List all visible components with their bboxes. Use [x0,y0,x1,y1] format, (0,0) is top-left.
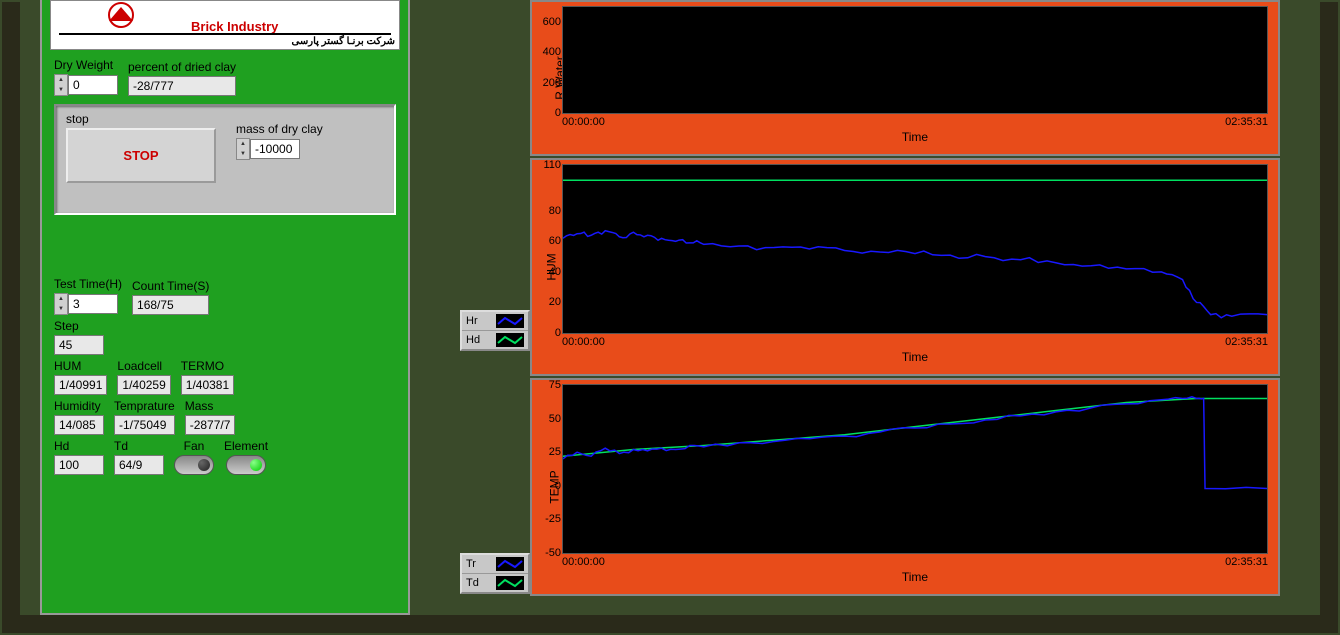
percent-dried-value: -28/777 [128,76,236,96]
element-toggle[interactable] [226,455,266,475]
hum-value: 1/40991 [54,375,107,395]
temp-plot[interactable]: -50-250255075 [562,384,1268,554]
hum-chart: HUM 020406080110 00:00:00 02:35:31 Time [530,158,1280,376]
termo-value: 1/40381 [181,375,234,395]
dry-weight-label: Dry Weight [54,58,118,72]
test-time-label: Test Time(H) [54,277,122,291]
fan-label: Fan [184,439,205,453]
rwater-xend: 02:35:31 [1225,116,1268,128]
humidity-value: 14/085 [54,415,104,435]
hum-plot[interactable]: 020406080110 [562,164,1268,334]
hd-value: 100 [54,455,104,475]
count-time-value: 168/75 [132,295,209,315]
control-panel: Brick Industry شركت برنـا گستر پارسى Dry… [40,0,410,615]
hum-label: HUM [54,359,107,373]
td-label: Td [114,439,164,453]
temp-xtitle: Time [562,570,1268,584]
loadcell-value: 1/40259 [117,375,170,395]
temp-chart: TEMP -50-250255075 00:00:00 02:35:31 Tim… [530,378,1280,596]
temp-xstart: 00:00:00 [562,556,605,568]
stop-panel: stop STOP mass of dry clay ▲▼ -10000 [54,104,396,215]
mass-value: -2877/7 [185,415,236,435]
count-time-label: Count Time(S) [132,279,209,293]
dry-weight-spinner[interactable]: ▲▼ [54,74,68,96]
logo-text: Brick Industry [191,19,278,34]
mass-dry-clay-input[interactable]: -10000 [250,139,300,159]
percent-dried-label: percent of dried clay [128,60,236,74]
humidity-label: Humidity [54,399,104,413]
td-value: 64/9 [114,455,164,475]
hum-xend: 02:35:31 [1225,336,1268,348]
dry-weight-input[interactable]: 0 [68,75,118,95]
hd-label: Hd [54,439,104,453]
charts-area: R.Water 0200400600 00:00:00 02:35:31 Tim… [530,0,1280,598]
fan-toggle[interactable] [174,455,214,475]
temprature-label: Temprature [114,399,175,413]
mass-dry-clay-spinner[interactable]: ▲▼ [236,138,250,160]
logo-icon [51,1,191,29]
step-label: Step [54,319,104,333]
hum-legend: HrHd [460,310,530,351]
temp-xend: 02:35:31 [1225,556,1268,568]
element-label: Element [224,439,268,453]
rwater-chart: R.Water 0200400600 00:00:00 02:35:31 Tim… [530,0,1280,156]
test-time-spinner[interactable]: ▲▼ [54,293,68,315]
logo: Brick Industry شركت برنـا گستر پارسى [50,0,400,50]
stop-label: stop [66,112,216,126]
logo-subtitle: شركت برنـا گستر پارسى [292,36,395,47]
mass-label: Mass [185,399,236,413]
rwater-plot[interactable]: 0200400600 [562,6,1268,114]
temp-legend: TrTd [460,553,530,594]
stop-button[interactable]: STOP [66,128,216,183]
mass-dry-clay-label: mass of dry clay [236,122,323,136]
rwater-xtitle: Time [562,130,1268,144]
step-value: 45 [54,335,104,355]
hum-xtitle: Time [562,350,1268,364]
test-time-input[interactable]: 3 [68,294,118,314]
hum-xstart: 00:00:00 [562,336,605,348]
temprature-value: -1/75049 [114,415,175,435]
loadcell-label: Loadcell [117,359,170,373]
termo-label: TERMO [181,359,234,373]
rwater-xstart: 00:00:00 [562,116,605,128]
